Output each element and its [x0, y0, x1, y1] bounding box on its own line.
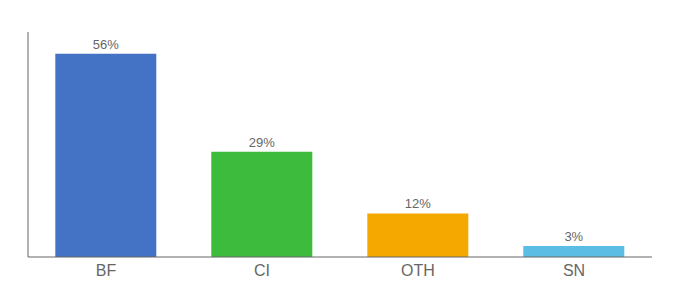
svg-text:12%: 12%	[405, 196, 431, 211]
svg-text:CI: CI	[254, 262, 270, 279]
svg-text:56%: 56%	[93, 37, 119, 52]
svg-text:BF: BF	[96, 262, 117, 279]
svg-text:OTH: OTH	[401, 262, 435, 279]
svg-text:29%: 29%	[249, 135, 275, 150]
svg-text:SN: SN	[563, 262, 585, 279]
svg-text:3%: 3%	[564, 229, 583, 244]
